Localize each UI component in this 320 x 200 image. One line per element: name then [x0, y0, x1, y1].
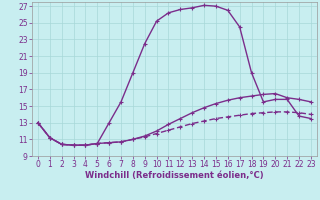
X-axis label: Windchill (Refroidissement éolien,°C): Windchill (Refroidissement éolien,°C)	[85, 171, 264, 180]
